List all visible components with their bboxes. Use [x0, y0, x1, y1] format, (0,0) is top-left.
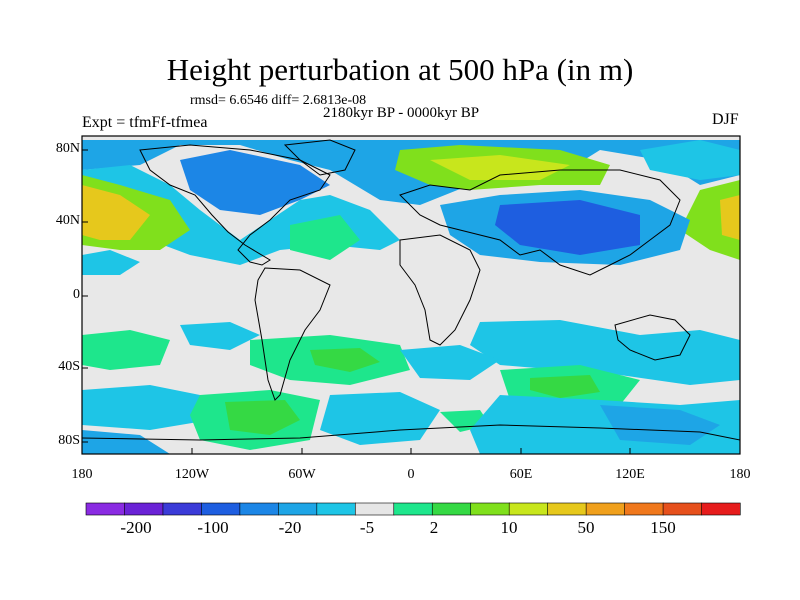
contour-ne-neg [640, 140, 740, 180]
colorbar-swatch [316, 502, 356, 516]
coastlines [82, 139, 740, 441]
stats-label: rmsd= 6.6546 diff= 2.6813e-08 [190, 93, 367, 108]
colorbar-label: 10 [500, 518, 518, 537]
colorbar-label: -20 [278, 518, 302, 537]
colorbar-swatch [201, 502, 241, 516]
contour-pacific-max [82, 185, 150, 240]
colorbar-swatch [431, 502, 472, 516]
colorbar-swatch [239, 502, 279, 516]
colorbar-swatch [508, 502, 549, 516]
coast-greenland [283, 139, 356, 176]
contour-io-neg [470, 320, 740, 385]
lat-label-80s: 80S [58, 433, 80, 448]
coast-australia [614, 314, 691, 361]
axis-ticks [81, 149, 741, 454]
lon-label-120w: 120W [174, 467, 210, 482]
contour-asia-strong [495, 200, 640, 255]
colorbar-label: -5 [359, 518, 375, 537]
contour-satl-neg [400, 345, 500, 380]
colorbar-swatch [354, 502, 395, 516]
lat-label-40n: 40N [55, 213, 80, 228]
coast-africa [399, 234, 481, 346]
contour-field [82, 140, 740, 454]
colorbar-swatch [547, 502, 587, 516]
coast-south-america [254, 267, 331, 401]
contour-so2-neg [320, 392, 440, 445]
season-label: DJF [712, 111, 739, 128]
colorbar-label: -100 [197, 518, 229, 537]
coast-eurasia [399, 169, 681, 276]
contour-sa-mid [310, 348, 380, 372]
colorbar-swatch [470, 502, 510, 516]
lon-label-60w: 60W [288, 467, 316, 482]
contour-so-mid [225, 400, 300, 435]
colorbar-swatch [662, 502, 703, 516]
colorbar-swatch [624, 502, 664, 516]
colorbar-label: 150 [650, 518, 676, 537]
contour-so-neg [82, 385, 210, 430]
contour-arctic-max [430, 155, 570, 180]
colorbar-swatch [585, 502, 626, 516]
contour-atl-pos [290, 215, 360, 260]
contour-antarctic-mid [600, 405, 720, 445]
experiment-label: Expt = tfmFf-tfmea [82, 114, 208, 131]
lat-label-80n: 80N [55, 141, 80, 156]
lon-label-180w: 180 [71, 467, 93, 482]
period-label: 2180kyr BP - 0000kyr BP [323, 105, 480, 121]
contour-pacific-east-max [720, 195, 740, 240]
contour-antarctic-w [82, 430, 170, 454]
colorbar-swatch [162, 502, 203, 516]
lon-label-120e: 120E [615, 467, 645, 482]
plot-title: Height perturbation at 500 hPa (in m) [166, 52, 634, 87]
lon-label-60e: 60E [509, 467, 533, 482]
lon-label-180e: 180 [729, 467, 751, 482]
colorbar [85, 502, 741, 516]
coast-antarctica [82, 424, 740, 441]
contour-sio-mid [530, 375, 600, 398]
colorbar-swatch [278, 502, 318, 516]
lon-label-0: 0 [407, 467, 415, 482]
contour-tropic-neg [82, 250, 140, 275]
colorbar-swatch [393, 502, 433, 516]
colorbar-swatch [124, 502, 164, 516]
lat-label-0: 0 [73, 287, 80, 302]
contour-sp-neg [180, 322, 260, 350]
coast-north-america [139, 144, 331, 266]
colorbar-label: 2 [429, 518, 439, 537]
colorbar-label: -200 [120, 518, 152, 537]
colorbar-swatch [701, 502, 741, 516]
contour-sp-pos [82, 330, 170, 370]
colorbar-label: 50 [577, 518, 595, 537]
colorbar-swatch [85, 502, 126, 516]
lat-label-40s: 40S [58, 359, 80, 374]
